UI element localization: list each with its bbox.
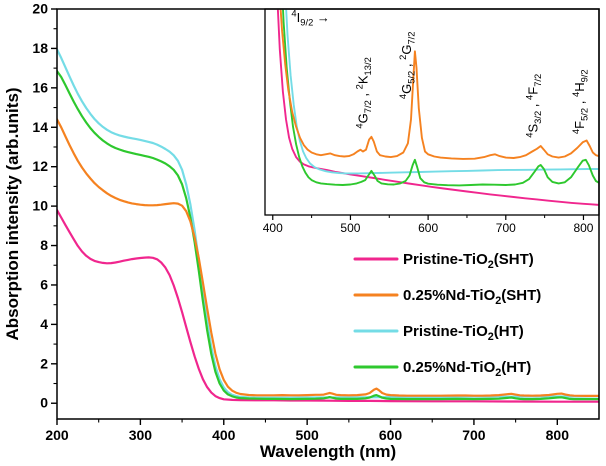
inset-series-line-nd-tio2-sht [279, 9, 599, 160]
legend-label: 0.25%Nd-TiO2(SHT) [403, 287, 541, 307]
x-tick-label: 600 [379, 427, 403, 443]
annotation-ground-state: 4I9/2 → [291, 8, 330, 28]
annotation-peak-583: 4G5/2 , 2G7/2 [397, 32, 417, 100]
x-axis-title: Wavelength (nm) [260, 442, 396, 461]
y-tick-label: 16 [32, 79, 48, 95]
inset-x-tick-label: 400 [263, 221, 283, 235]
inset-x-tick-label: 700 [496, 221, 516, 235]
y-tick-label: 18 [32, 40, 48, 56]
inset-x-tick-label: 500 [340, 221, 360, 235]
x-tick-label: 800 [546, 427, 570, 443]
inset-series-line-pristine-tio2-sht [276, 9, 599, 206]
annotation-peak-745: 4S3/2 , 4F7/2 [523, 74, 543, 138]
legend-label: 0.25%Nd-TiO2(HT) [403, 359, 531, 379]
inset-background [265, 9, 599, 215]
x-tick-label: 400 [212, 427, 236, 443]
inset-series-line-pristine-tio2-ht [285, 9, 599, 175]
inset-series-line-nd-tio2-ht [282, 9, 599, 187]
annotation-peak-805: 4F5/2 , 4H9/2 [570, 69, 590, 134]
series-line-pristine-tio2-sht [57, 209, 599, 403]
y-tick-label: 10 [32, 198, 48, 214]
x-tick-label: 200 [45, 427, 69, 443]
y-tick-label: 0 [40, 395, 48, 411]
legend-item-pristine-tio2-sht: Pristine-TiO2(SHT) [353, 251, 534, 271]
peak-annotations: 4I9/2 → 4G7/2 , 2K13/2 4G5/2 , 2G7/2 4S3/2 … [291, 8, 589, 138]
plot-frame [56, 8, 600, 420]
y-axis-title: Absorption intensity (arb.units) [3, 87, 22, 340]
inset-x-tick-label: 600 [418, 221, 438, 235]
inset-x-axis: 400 500 600 700 800 [263, 215, 594, 235]
x-tick-label: 500 [295, 427, 319, 443]
x-tick-label: 700 [462, 427, 486, 443]
y-tick-label: 14 [32, 119, 48, 135]
y-tick-label: 4 [40, 316, 48, 332]
series-line-nd-tio2-ht [57, 70, 599, 401]
x-tick-label: 300 [129, 427, 153, 443]
inset-plot: 400 500 600 700 800 4I9/2 → 4G7/2 , 2K13/2 4G5/… [263, 8, 600, 235]
legend-item-pristine-tio2-ht: Pristine-TiO2(HT) [353, 323, 524, 343]
legend-item-nd-tio2-sht: 0.25%Nd-TiO2(SHT) [353, 287, 541, 307]
y-tick-label: 6 [40, 276, 48, 292]
series-line-nd-tio2-sht [57, 118, 599, 397]
annotation-peak-527: 4G7/2 , 2K13/2 [353, 57, 373, 128]
legend-label: Pristine-TiO2(HT) [403, 323, 524, 343]
y-axis: 0 2 4 6 8 10 12 14 16 18 20 [32, 1, 57, 411]
y-tick-label: 8 [40, 237, 48, 253]
inset-x-tick-label: 800 [573, 221, 593, 235]
y-tick-label: 12 [32, 158, 48, 174]
legend: Pristine-TiO2(SHT) 0.25%Nd-TiO2(SHT) Prist… [353, 251, 541, 379]
series-lines [57, 48, 599, 403]
y-tick-label: 20 [32, 1, 48, 17]
y-tick-label: 2 [40, 355, 48, 371]
legend-item-nd-tio2-ht: 0.25%Nd-TiO2(HT) [353, 359, 531, 379]
legend-label: Pristine-TiO2(SHT) [403, 251, 534, 271]
